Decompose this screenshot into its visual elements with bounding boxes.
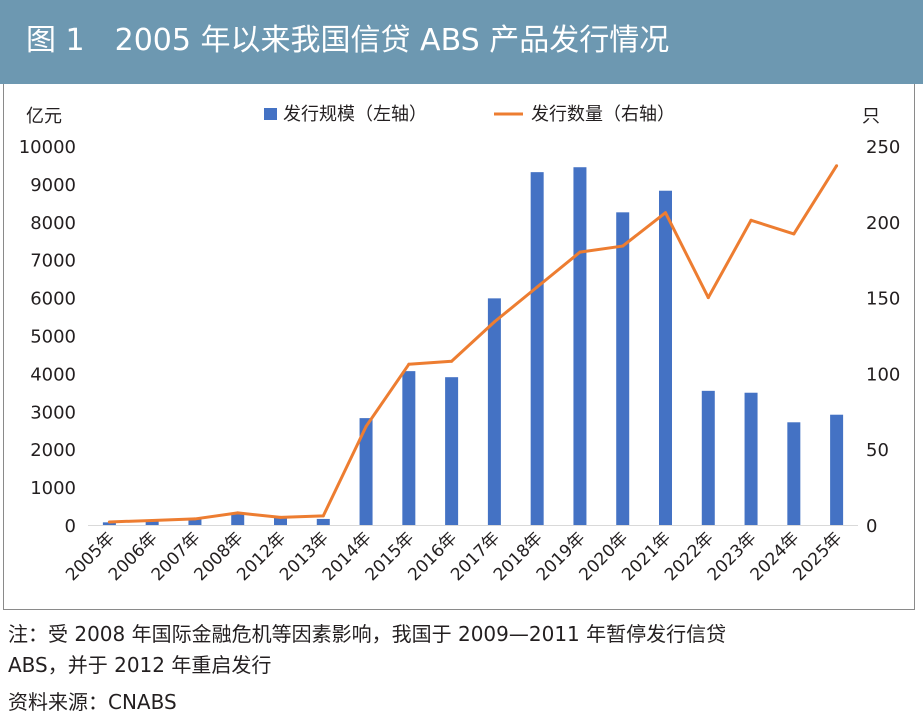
left-tick-label: 7000 [30, 251, 76, 272]
source-note: 资料来源：CNABS [8, 690, 177, 714]
left-tick-label: 4000 [30, 364, 76, 385]
footnote-line-2: ABS，并于 2012 年重启发行 [8, 653, 272, 677]
line-point [749, 218, 753, 222]
line-point [578, 250, 582, 254]
line-point [706, 296, 710, 300]
footnote-line-1: 注：受 2008 年国际金融危机等因素影响，我国于 2009—2011 年暂停发… [8, 622, 727, 646]
bar [487, 298, 501, 525]
legend-bar-swatch [264, 108, 277, 120]
figure-title: 图 1 2005 年以来我国信贷 ABS 产品发行情况 [26, 23, 670, 58]
left-tick-label: 8000 [30, 213, 76, 234]
bar [231, 513, 245, 525]
category-label: 2025年 [789, 528, 846, 585]
right-tick-label: 100 [866, 364, 900, 385]
line-point [193, 517, 197, 521]
right-tick-label: 150 [866, 289, 900, 310]
right-axis-unit: 只 [862, 106, 880, 127]
line-point [792, 232, 796, 236]
bar [274, 517, 287, 525]
bar [573, 167, 587, 525]
bar [316, 518, 330, 525]
bar [445, 377, 459, 525]
legend-bar-label: 发行规模（左轴） [283, 104, 427, 125]
line-point [107, 520, 111, 524]
left-tick-label: 3000 [30, 402, 76, 423]
bar [659, 190, 672, 526]
bar [830, 414, 844, 525]
bar [744, 392, 758, 525]
line-point [492, 320, 496, 324]
legend-line-label: 发行数量（右轴） [531, 104, 675, 125]
bar [145, 520, 159, 525]
left-tick-label: 0 [65, 516, 76, 537]
bar [701, 390, 715, 525]
right-tick-label: 250 [866, 137, 900, 158]
bar [359, 418, 373, 525]
line-point [321, 514, 325, 518]
bar [188, 518, 202, 525]
left-tick-label: 2000 [30, 440, 76, 461]
left-tick-label: 9000 [30, 175, 76, 196]
bar [102, 522, 116, 525]
left-tick-label: 10000 [19, 137, 76, 158]
left-tick-label: 5000 [30, 327, 76, 348]
left-axis-unit: 亿元 [26, 106, 62, 127]
bar [530, 172, 544, 525]
bar [402, 371, 416, 525]
line-point [364, 424, 368, 428]
line-point [236, 511, 240, 515]
line-point [450, 359, 454, 363]
bar [616, 212, 630, 525]
title-banner: 图 1 2005 年以来我国信贷 ABS 产品发行情况 [0, 0, 923, 84]
left-tick-label: 6000 [30, 289, 76, 310]
line-point [835, 164, 839, 168]
chart-frame [3, 84, 915, 610]
right-tick-label: 0 [866, 516, 877, 537]
line-point [150, 518, 154, 522]
right-tick-label: 50 [866, 440, 889, 461]
bar [787, 422, 801, 525]
left-tick-label: 1000 [30, 478, 76, 499]
series-line [109, 164, 838, 524]
line-point [621, 244, 625, 248]
line-point [535, 285, 539, 289]
line-point [279, 515, 282, 519]
right-tick-label: 200 [866, 213, 900, 234]
line-point [664, 211, 667, 215]
line-point [407, 362, 411, 366]
